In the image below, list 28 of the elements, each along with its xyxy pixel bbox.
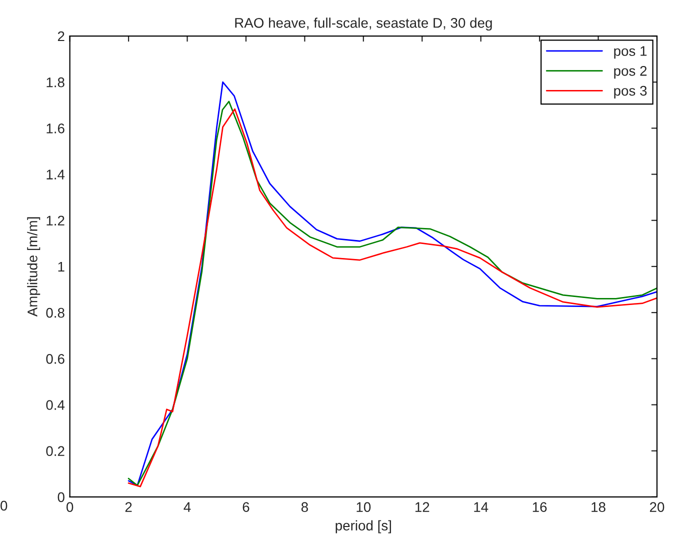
legend-label: pos 3 xyxy=(614,86,647,98)
y-tick-label: 1 xyxy=(58,262,64,272)
x-tick-label: 12 xyxy=(415,502,430,512)
y-tick-label: 0.4 xyxy=(46,400,65,410)
y-tick-label: 1.8 xyxy=(46,77,64,88)
x-tick-label: 14 xyxy=(474,502,488,512)
x-tick-label: 6 xyxy=(242,502,250,512)
y-tick-label: 2 xyxy=(58,31,64,42)
y-tick-label: 1.6 xyxy=(46,124,64,134)
x-axis-title: period [s] xyxy=(336,520,391,534)
legend-label: pos 2 xyxy=(614,66,647,79)
y-axis-title: Amplitude [m/m] xyxy=(27,217,40,317)
x-tick-label: 0 xyxy=(66,502,74,512)
x-tick-label: 20 xyxy=(650,502,664,512)
x-tick-label: 18 xyxy=(592,502,606,512)
y-tick-label: 0 xyxy=(58,492,64,502)
chart-title: RAO heave, full-scale, seastate D, 30 deg xyxy=(235,18,492,31)
y-tick-label: 0.2 xyxy=(46,446,64,456)
x-tick-label: 2 xyxy=(125,502,132,512)
y-tick-label: 0.6 xyxy=(46,354,64,364)
x-tick-label: 4 xyxy=(184,502,191,512)
x-tick-label: 8 xyxy=(301,502,308,512)
y-tick-label: 1.4 xyxy=(46,170,65,180)
x-tick-label: 10 xyxy=(356,502,371,512)
y-tick-label: 0.8 xyxy=(46,308,64,318)
y-tick-label: 1.2 xyxy=(46,216,64,226)
legend-label: pos 1 xyxy=(614,46,647,59)
x-tick-label: 16 xyxy=(532,502,547,512)
